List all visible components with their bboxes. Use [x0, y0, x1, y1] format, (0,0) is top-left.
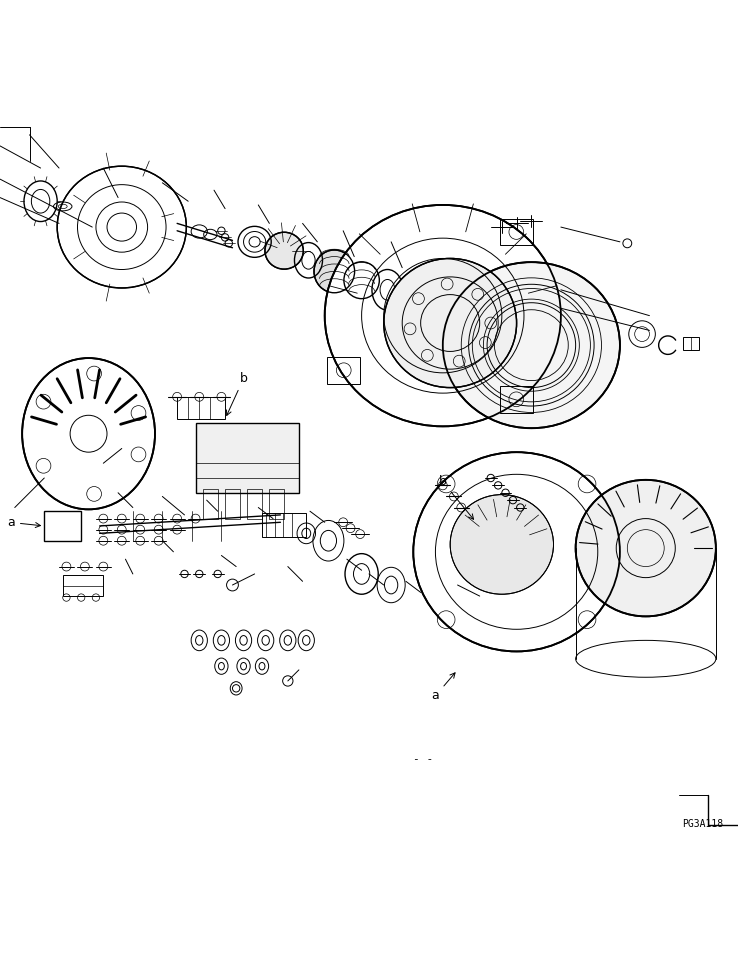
Ellipse shape — [344, 262, 379, 298]
Bar — [225, 489, 240, 518]
Bar — [63, 576, 103, 597]
Ellipse shape — [443, 262, 620, 428]
Ellipse shape — [450, 494, 554, 595]
Bar — [500, 219, 533, 246]
Bar — [203, 489, 218, 518]
Ellipse shape — [22, 358, 155, 510]
Ellipse shape — [576, 480, 716, 617]
Bar — [262, 513, 306, 537]
Text: PG3A118: PG3A118 — [682, 818, 723, 829]
Text: a: a — [432, 673, 455, 703]
Bar — [44, 511, 81, 541]
Bar — [177, 397, 225, 419]
Bar — [269, 489, 284, 518]
Ellipse shape — [325, 205, 561, 426]
Bar — [500, 386, 533, 413]
Bar — [328, 357, 360, 383]
Ellipse shape — [58, 166, 187, 288]
Ellipse shape — [413, 452, 620, 651]
Text: a: a — [7, 516, 41, 529]
Ellipse shape — [314, 250, 355, 293]
Text: - -: - - — [413, 754, 433, 764]
Text: b: b — [227, 372, 247, 416]
Bar — [247, 489, 262, 518]
Ellipse shape — [265, 232, 303, 270]
Ellipse shape — [384, 258, 517, 387]
Bar — [196, 423, 299, 492]
Bar — [683, 337, 699, 350]
Text: b: b — [439, 475, 474, 519]
